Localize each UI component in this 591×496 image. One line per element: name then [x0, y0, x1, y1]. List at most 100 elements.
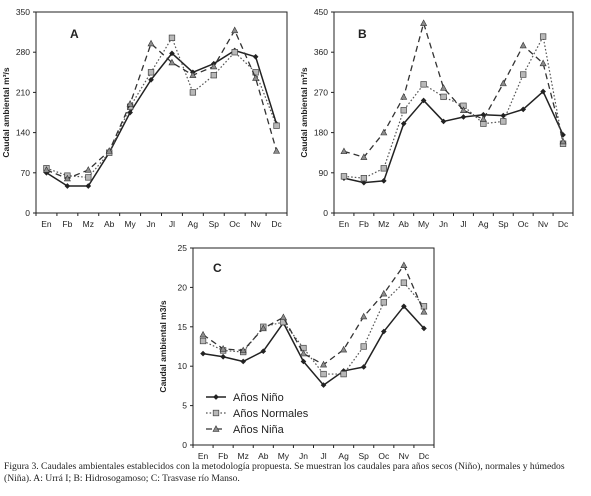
figure-caption: Figura 3. Caudales ambientales estableci… [4, 461, 565, 484]
x-tick-label: Mz [83, 219, 94, 229]
legend-label: Años Niña [233, 424, 285, 436]
data-point-nina [420, 307, 428, 315]
data-point-normales [400, 279, 408, 286]
data-point-normales [520, 71, 527, 78]
data-point-normales [147, 69, 155, 76]
y-tick-label: 15 [178, 322, 188, 332]
x-tick-label: Sp [209, 219, 220, 229]
x-tick-label: Nv [399, 451, 410, 461]
y-axis-label: Caudal ambiental m³/s [299, 67, 309, 157]
x-tick-label: My [278, 451, 290, 461]
series-nino [43, 47, 280, 189]
legend-item-nina: Años Niña [206, 424, 285, 436]
data-point-nina [420, 19, 428, 26]
x-tick-label: Mz [378, 219, 389, 229]
panel-label: C [213, 261, 222, 275]
data-point-normales [168, 34, 176, 41]
data-point-nino [200, 350, 206, 357]
y-tick-label: 20 [178, 282, 188, 292]
data-point-nina [126, 100, 134, 107]
x-tick-label: Oc [518, 219, 530, 229]
series-nina [199, 261, 428, 368]
data-point-nina [360, 312, 368, 320]
x-tick-label: My [418, 219, 430, 229]
data-point-nino [401, 303, 407, 310]
y-tick-label: 10 [178, 361, 188, 371]
data-point-nina [219, 345, 227, 352]
legend-swatch-marker [213, 394, 219, 400]
series-nino [200, 303, 427, 388]
panel-label: A [70, 27, 79, 41]
data-point-nino [380, 178, 387, 184]
data-point-nina [42, 166, 50, 173]
y-tick-label: 360 [314, 47, 328, 57]
data-point-normales [360, 343, 367, 350]
data-point-nino [64, 183, 71, 189]
x-tick-label: Jl [169, 219, 175, 229]
x-tick-label: Oc [378, 451, 390, 461]
data-point-normales [380, 165, 387, 172]
data-point-nino [148, 76, 154, 83]
data-point-nina [380, 128, 388, 136]
data-point-nina [210, 62, 218, 70]
y-tick-label: 5 [182, 401, 187, 411]
data-point-nino [360, 364, 367, 370]
y-tick-label: 180 [314, 128, 328, 138]
chart-panel-c: 0 5 10 15 20 25 En Fb Mz Ab My Jn Jl Ag Sp Oc Nv Dc Caudal… [158, 243, 435, 461]
data-point-normales [400, 107, 407, 114]
x-tick-label: Jn [439, 219, 448, 229]
data-point-nino [400, 120, 407, 127]
data-point-normales [360, 175, 368, 182]
x-tick-label: En [198, 451, 209, 461]
legend-label: Años Niño [233, 392, 284, 404]
data-point-nina [340, 147, 348, 155]
x-tick-label: Ab [399, 219, 410, 229]
data-point-normales [380, 299, 387, 306]
data-point-nino [460, 114, 467, 120]
data-point-normales [500, 118, 507, 125]
series-nina [340, 19, 567, 160]
x-tick-label: Dc [558, 219, 569, 229]
y-tick-label: 210 [16, 87, 30, 97]
panel-label: B [358, 27, 367, 41]
data-point-nino [520, 106, 527, 113]
series-line-nina [202, 264, 425, 366]
x-tick-label: Ag [188, 219, 199, 229]
x-tick-label: En [41, 219, 52, 229]
x-tick-label: Jl [460, 219, 466, 229]
data-point-nina [320, 360, 328, 368]
data-point-nino [380, 328, 387, 335]
y-axis-label: Caudal ambiental m3/s [158, 300, 168, 392]
series-normales [340, 33, 567, 182]
series-nino [341, 88, 566, 186]
data-point-nino [540, 88, 546, 95]
data-point-nina [519, 41, 527, 49]
data-point-nina [400, 93, 408, 100]
x-tick-label: Fb [62, 219, 72, 229]
data-point-nino [500, 112, 507, 119]
legend-swatch-marker [212, 409, 220, 417]
y-tick-label: 0 [25, 208, 30, 218]
data-point-normales [85, 174, 92, 181]
series-line-nino [202, 305, 425, 386]
y-tick-label: 140 [16, 128, 30, 138]
data-point-nina [63, 174, 71, 182]
data-point-nina [539, 59, 547, 67]
x-tick-label: Fb [218, 451, 228, 461]
chart-panel-b: 0 90 180 270 360 450 En Fb Mz Ab My Jn Jl Ag Sp Oc Nv Dc C… [299, 7, 574, 229]
series-normales [199, 279, 428, 378]
legend-swatch-marker [212, 425, 220, 432]
data-point-nino [440, 118, 447, 125]
series-line-nino [46, 49, 278, 187]
chart-panel-a: 0 70 140 210 280 350 En Fb Mz Ab My Jn Jl Ag Sp Oc Nv Dc C… [1, 7, 288, 229]
data-point-nina [440, 84, 448, 91]
series-line-normales [202, 282, 425, 375]
data-point-nino [420, 97, 427, 104]
data-point-nina [360, 153, 368, 160]
series-line-normales [46, 37, 278, 178]
data-point-nina [189, 71, 197, 78]
series-nina [42, 26, 281, 182]
data-point-nino [220, 353, 226, 360]
y-tick-label: 350 [16, 7, 30, 17]
data-point-nino [127, 109, 133, 116]
